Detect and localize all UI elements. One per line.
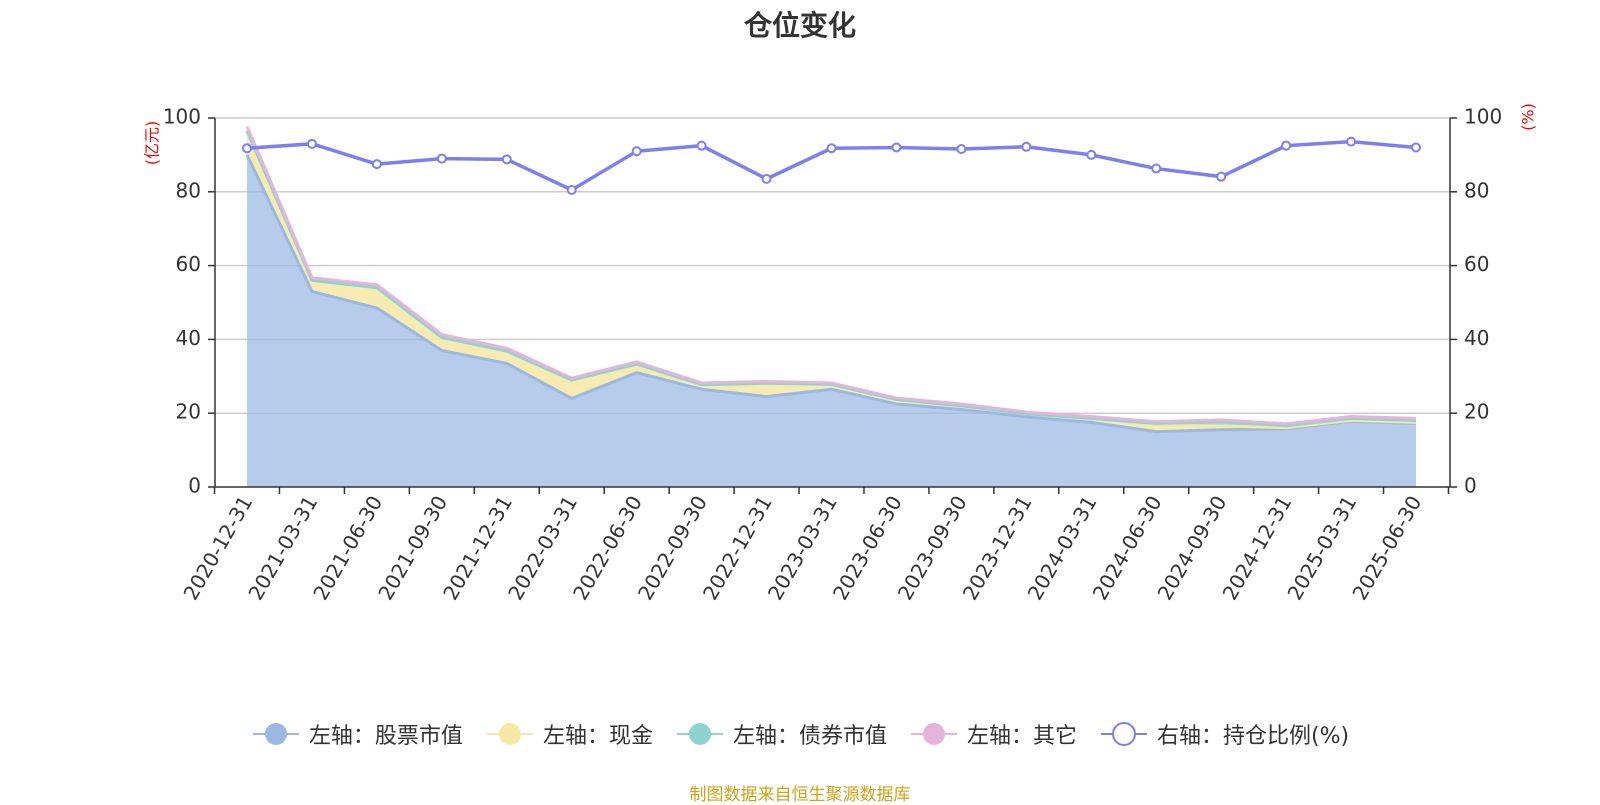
filled-circle-icon <box>486 723 533 745</box>
ratio-point <box>696 140 707 151</box>
left-axis-unit: (亿元) <box>143 121 162 166</box>
ratio-point <box>436 153 447 164</box>
left-axis-tick-label: 0 <box>188 474 201 498</box>
legend-label: 左轴：现金 <box>542 724 653 749</box>
stock-area-edge <box>245 154 1417 434</box>
ratio-point <box>371 159 382 170</box>
ratio-point <box>1346 136 1357 147</box>
ratio-point <box>1151 163 1162 174</box>
hollow-circle-icon <box>1100 722 1147 746</box>
legend-label: 左轴：其它 <box>966 724 1077 749</box>
ratio-point <box>761 173 772 184</box>
ratio-point <box>1411 142 1421 153</box>
legend-item-other[interactable]: 左轴：其它 <box>909 718 1077 750</box>
ratio-point <box>826 143 837 154</box>
right-axis-unit: (%) <box>1519 103 1538 131</box>
ratio-point <box>1086 149 1097 160</box>
right-axis-tick-label: 20 <box>1464 400 1489 424</box>
left-axis-tick-label: 20 <box>176 400 201 424</box>
ratio-point <box>566 184 577 195</box>
left-axis-tick-label: 80 <box>176 178 201 202</box>
ratio-point <box>501 154 512 165</box>
ratio-point <box>891 142 902 153</box>
right-axis-tick-label: 100 <box>1464 105 1502 129</box>
ratio-point <box>956 143 967 154</box>
ratio-point <box>1281 140 1292 151</box>
ratio-point <box>242 143 252 154</box>
legend-item-cash[interactable]: 左轴：现金 <box>485 718 653 750</box>
legend-label: 左轴：股票市值 <box>308 724 463 749</box>
legend: 左轴：股票市值 左轴：现金 左轴：债券市值 左轴：其它 右轴：持仓比例(%) <box>0 718 1600 750</box>
filled-circle-icon <box>910 723 957 745</box>
ratio-point <box>1216 171 1227 182</box>
chart-title: 仓位变化 <box>743 9 856 42</box>
ratio-point <box>306 138 317 149</box>
ratio-line-layer <box>242 136 1421 195</box>
legend-item-ratio[interactable]: 右轴：持仓比例(%) <box>1099 718 1349 750</box>
right-axis-tick-label: 60 <box>1464 252 1489 276</box>
right-axis-tick-label: 40 <box>1464 326 1489 350</box>
ratio-point <box>1021 141 1032 152</box>
stock-area <box>247 154 1416 487</box>
legend-item-stock[interactable]: 左轴：股票市值 <box>251 718 463 750</box>
other-area-edge <box>245 125 1417 426</box>
legend-label: 左轴：债券市值 <box>732 724 887 749</box>
data-source-note: 制图数据来自恒生聚源数据库 <box>689 785 911 805</box>
left-axis-tick-label: 40 <box>176 326 201 350</box>
filled-circle-icon <box>252 723 299 745</box>
right-axis-tick-label: 0 <box>1464 474 1477 498</box>
x-axis-tick-label: 2025-06-30 <box>1347 492 1426 605</box>
left-axis-tick-label: 100 <box>163 105 201 129</box>
legend-item-bond[interactable]: 左轴：债券市值 <box>675 718 887 750</box>
ratio-point <box>631 146 642 157</box>
legend-label: 右轴：持仓比例(%) <box>1156 724 1350 749</box>
position-change-chart: 0204060801000204060801002020-12-312021-0… <box>143 103 1538 605</box>
stacked-areas <box>245 125 1417 487</box>
right-axis-tick-label: 80 <box>1464 178 1489 202</box>
filled-circle-icon <box>676 723 723 745</box>
left-axis-tick-label: 60 <box>176 252 201 276</box>
